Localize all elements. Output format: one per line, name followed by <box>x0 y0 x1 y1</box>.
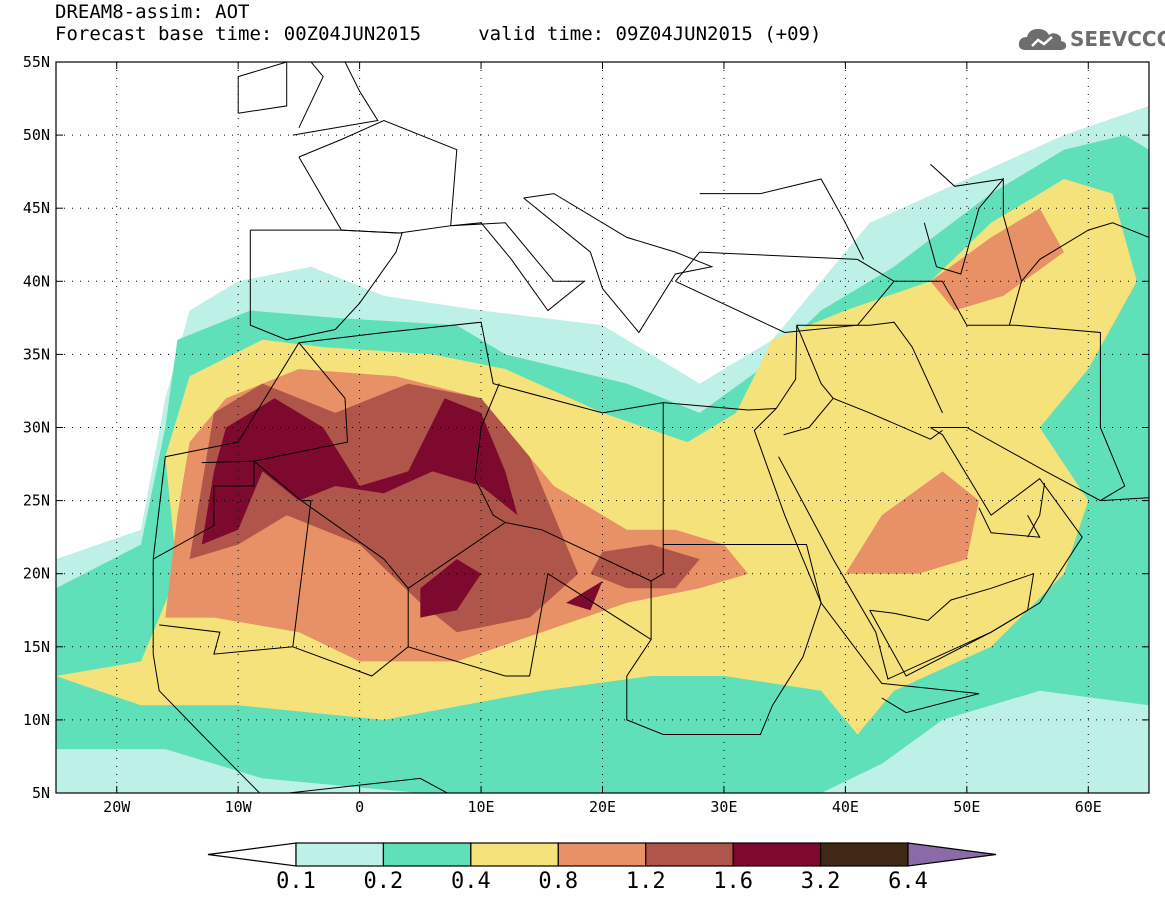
lat-tick-label: 40N <box>23 272 50 290</box>
country-border-28 <box>699 178 865 260</box>
colorbar-swatch <box>382 842 472 867</box>
country-border-30 <box>930 163 1004 187</box>
colorbar-label: 1.2 <box>625 869 666 894</box>
country-border-10 <box>930 427 1149 502</box>
lat-tick-label: 50N <box>23 126 50 144</box>
lat-tick-label: 25N <box>23 492 50 510</box>
country-border-9 <box>778 427 1083 680</box>
colorbar-label: 3.2 <box>800 869 841 894</box>
country-border-22 <box>408 572 652 677</box>
country-border-11 <box>152 559 261 793</box>
colorbar-label: 0.8 <box>538 869 579 894</box>
country-border-32 <box>869 572 1035 677</box>
lon-tick-label: 60E <box>1075 798 1102 816</box>
aot-contour-1-6-1 <box>420 559 482 618</box>
lat-tick-label: 35N <box>23 345 50 363</box>
country-border-18 <box>663 544 822 604</box>
lon-tick-label: 20E <box>589 798 616 816</box>
country-border-13 <box>152 460 255 560</box>
lat-tick-label: 45N <box>23 199 50 217</box>
logo-text: SEEVCCC <box>1070 27 1165 51</box>
map-axis-ticks: 55N 50N 45N 40N 35N 30N 25N 20N 15N 10N 5N 20W 10W 0 1… <box>23 53 1149 816</box>
country-border-12 <box>284 777 449 793</box>
aot-contour-1-6-0 <box>201 398 518 545</box>
lat-tick-label: 15N <box>23 638 50 656</box>
country-border-23 <box>626 602 822 735</box>
lon-tick-label: 50E <box>953 798 980 816</box>
colorbar-label: 6.4 <box>888 869 928 894</box>
colorbar-label: 0.4 <box>450 869 491 894</box>
forecast-time-line: Forecast base time: 00Z04JUN2015 valid t… <box>55 23 822 45</box>
country-border-2 <box>292 62 379 136</box>
colorbar-high-arrow <box>907 842 997 867</box>
colorbar-label: 0.1 <box>276 869 316 894</box>
aot-contour-0-8-1 <box>930 208 1064 311</box>
lon-tick-label: 0 <box>355 798 364 816</box>
country-border-7 <box>152 321 777 560</box>
colorbar-swatch <box>295 842 385 867</box>
lat-tick-label: 30N <box>23 419 50 437</box>
lon-tick-label: 10E <box>468 798 495 816</box>
country-border-25 <box>796 325 943 440</box>
country-border-34 <box>1027 483 1046 538</box>
colorbar-swatch <box>732 842 822 867</box>
country-border-29 <box>923 177 1023 326</box>
country-border-20 <box>159 624 293 655</box>
lat-tick-label: 5N <box>32 784 50 802</box>
aot-contour-0-8-2 <box>845 471 979 574</box>
country-border-14 <box>253 342 349 462</box>
country-border-3 <box>237 62 288 114</box>
country-border-24 <box>775 321 943 414</box>
colorbar-swatch <box>645 842 734 867</box>
lon-tick-label: 40E <box>832 798 859 816</box>
colorbar-label: 0.2 <box>363 869 404 894</box>
aot-contour-1-2-1 <box>590 544 700 589</box>
lat-tick-label: 55N <box>23 53 50 71</box>
colorbar-label: 1.6 <box>713 869 754 894</box>
country-border-8 <box>753 408 980 714</box>
seevccc-logo: SEEVCCC <box>1018 22 1165 56</box>
colorbar-low-arrow <box>207 842 297 867</box>
country-borders <box>152 62 1149 793</box>
lon-tick-label: 20W <box>103 798 131 816</box>
lon-tick-label: 30E <box>710 798 737 816</box>
lat-tick-label: 20N <box>23 565 50 583</box>
country-border-27 <box>894 280 1126 502</box>
colorbar-swatch <box>557 842 647 867</box>
country-border-1 <box>298 119 458 234</box>
country-border-5 <box>523 193 714 334</box>
country-border-21 <box>292 588 409 677</box>
dust-aot-field <box>56 105 1149 793</box>
colorbar-swatch <box>819 842 909 867</box>
cloud-icon <box>1018 29 1067 50</box>
lon-tick-label: 10W <box>225 798 253 816</box>
country-border-16 <box>474 383 506 523</box>
map-title: DREAM8-assim: AOT <box>55 1 250 23</box>
country-border-17 <box>626 402 664 677</box>
lat-tick-label: 10N <box>23 711 50 729</box>
country-border-4 <box>450 222 586 312</box>
colorbar-swatch <box>470 842 559 867</box>
colorbar <box>207 842 997 867</box>
